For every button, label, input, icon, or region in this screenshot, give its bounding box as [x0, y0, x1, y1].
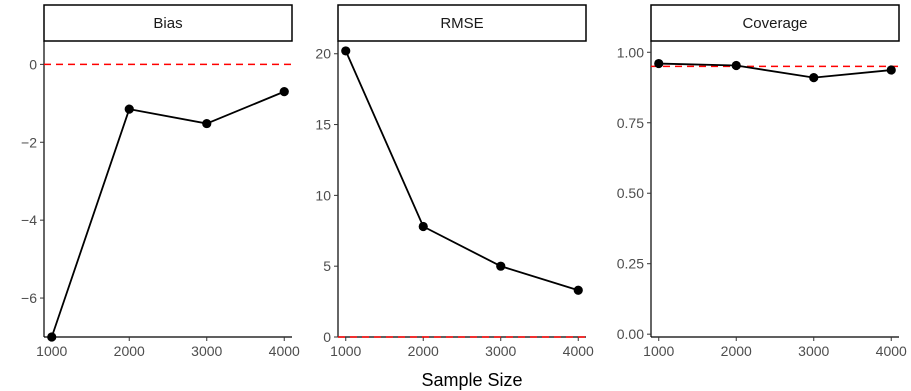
y-tick-label: 15: [315, 117, 331, 133]
x-tick-label: 1000: [643, 343, 674, 359]
facet-strip-label: RMSE: [440, 15, 483, 32]
y-tick-label: 0.25: [617, 256, 644, 272]
data-point: [654, 58, 664, 69]
series-line: [50, 90, 285, 338]
y-tick-label: 0: [323, 329, 331, 345]
x-tick-label: 3000: [798, 343, 829, 359]
x-tick-label: 2000: [114, 343, 145, 359]
y-tick-label: 5: [323, 258, 331, 274]
y-tick-label: 0: [29, 56, 37, 72]
y-tick-label: 0.50: [617, 185, 644, 201]
data-point: [202, 118, 212, 129]
facet-strip: [337, 4, 587, 42]
series-line: [658, 62, 892, 79]
y-tick-label: −2: [21, 134, 37, 150]
y-tick-label: 0.75: [617, 115, 644, 131]
panel-bias: Bias −6 −4 −2 0 1000 2000 3000 4000: [21, 4, 300, 359]
facet-strip-label: Bias: [153, 15, 182, 32]
y-tick-label: −4: [21, 212, 37, 228]
x-tick-label: 1000: [330, 343, 361, 359]
x-tick-label: 4000: [269, 343, 300, 359]
series-line: [344, 50, 579, 292]
y-tick-label: −6: [21, 290, 37, 306]
x-tick-label: 1000: [36, 343, 67, 359]
data-point: [496, 261, 506, 271]
data-point: [731, 60, 741, 71]
facet-strip-label: Coverage: [742, 15, 807, 32]
facet-strip: [43, 4, 293, 42]
data-point: [47, 332, 57, 342]
data-point: [124, 104, 134, 114]
data-point: [279, 87, 289, 97]
y-tick-label: 10: [315, 187, 331, 203]
data-point: [418, 221, 428, 232]
data-point: [886, 65, 896, 75]
y-tick-label: 1.00: [617, 44, 644, 60]
x-tick-label: 4000: [876, 343, 907, 359]
x-tick-label: 2000: [721, 343, 752, 359]
x-tick-label: 4000: [563, 343, 594, 359]
x-axis-title: Sample Size: [421, 370, 522, 390]
y-tick-label: 0.00: [617, 326, 644, 342]
x-tick-label: 3000: [485, 343, 516, 359]
panel-rmse: RMSE 0 5 10 15 20 1000 2000 3000 4000: [315, 4, 594, 359]
data-point: [809, 73, 819, 83]
data-point: [341, 46, 351, 56]
panel-coverage: Coverage 0.00 0.25 0.50 0.75 1.00 1000 2000 3000…: [617, 4, 907, 359]
x-tick-label: 3000: [191, 343, 222, 359]
y-tick-label: 20: [315, 46, 331, 62]
facet-strip: [650, 4, 900, 42]
x-tick-label: 2000: [408, 343, 439, 359]
data-point: [573, 285, 583, 295]
